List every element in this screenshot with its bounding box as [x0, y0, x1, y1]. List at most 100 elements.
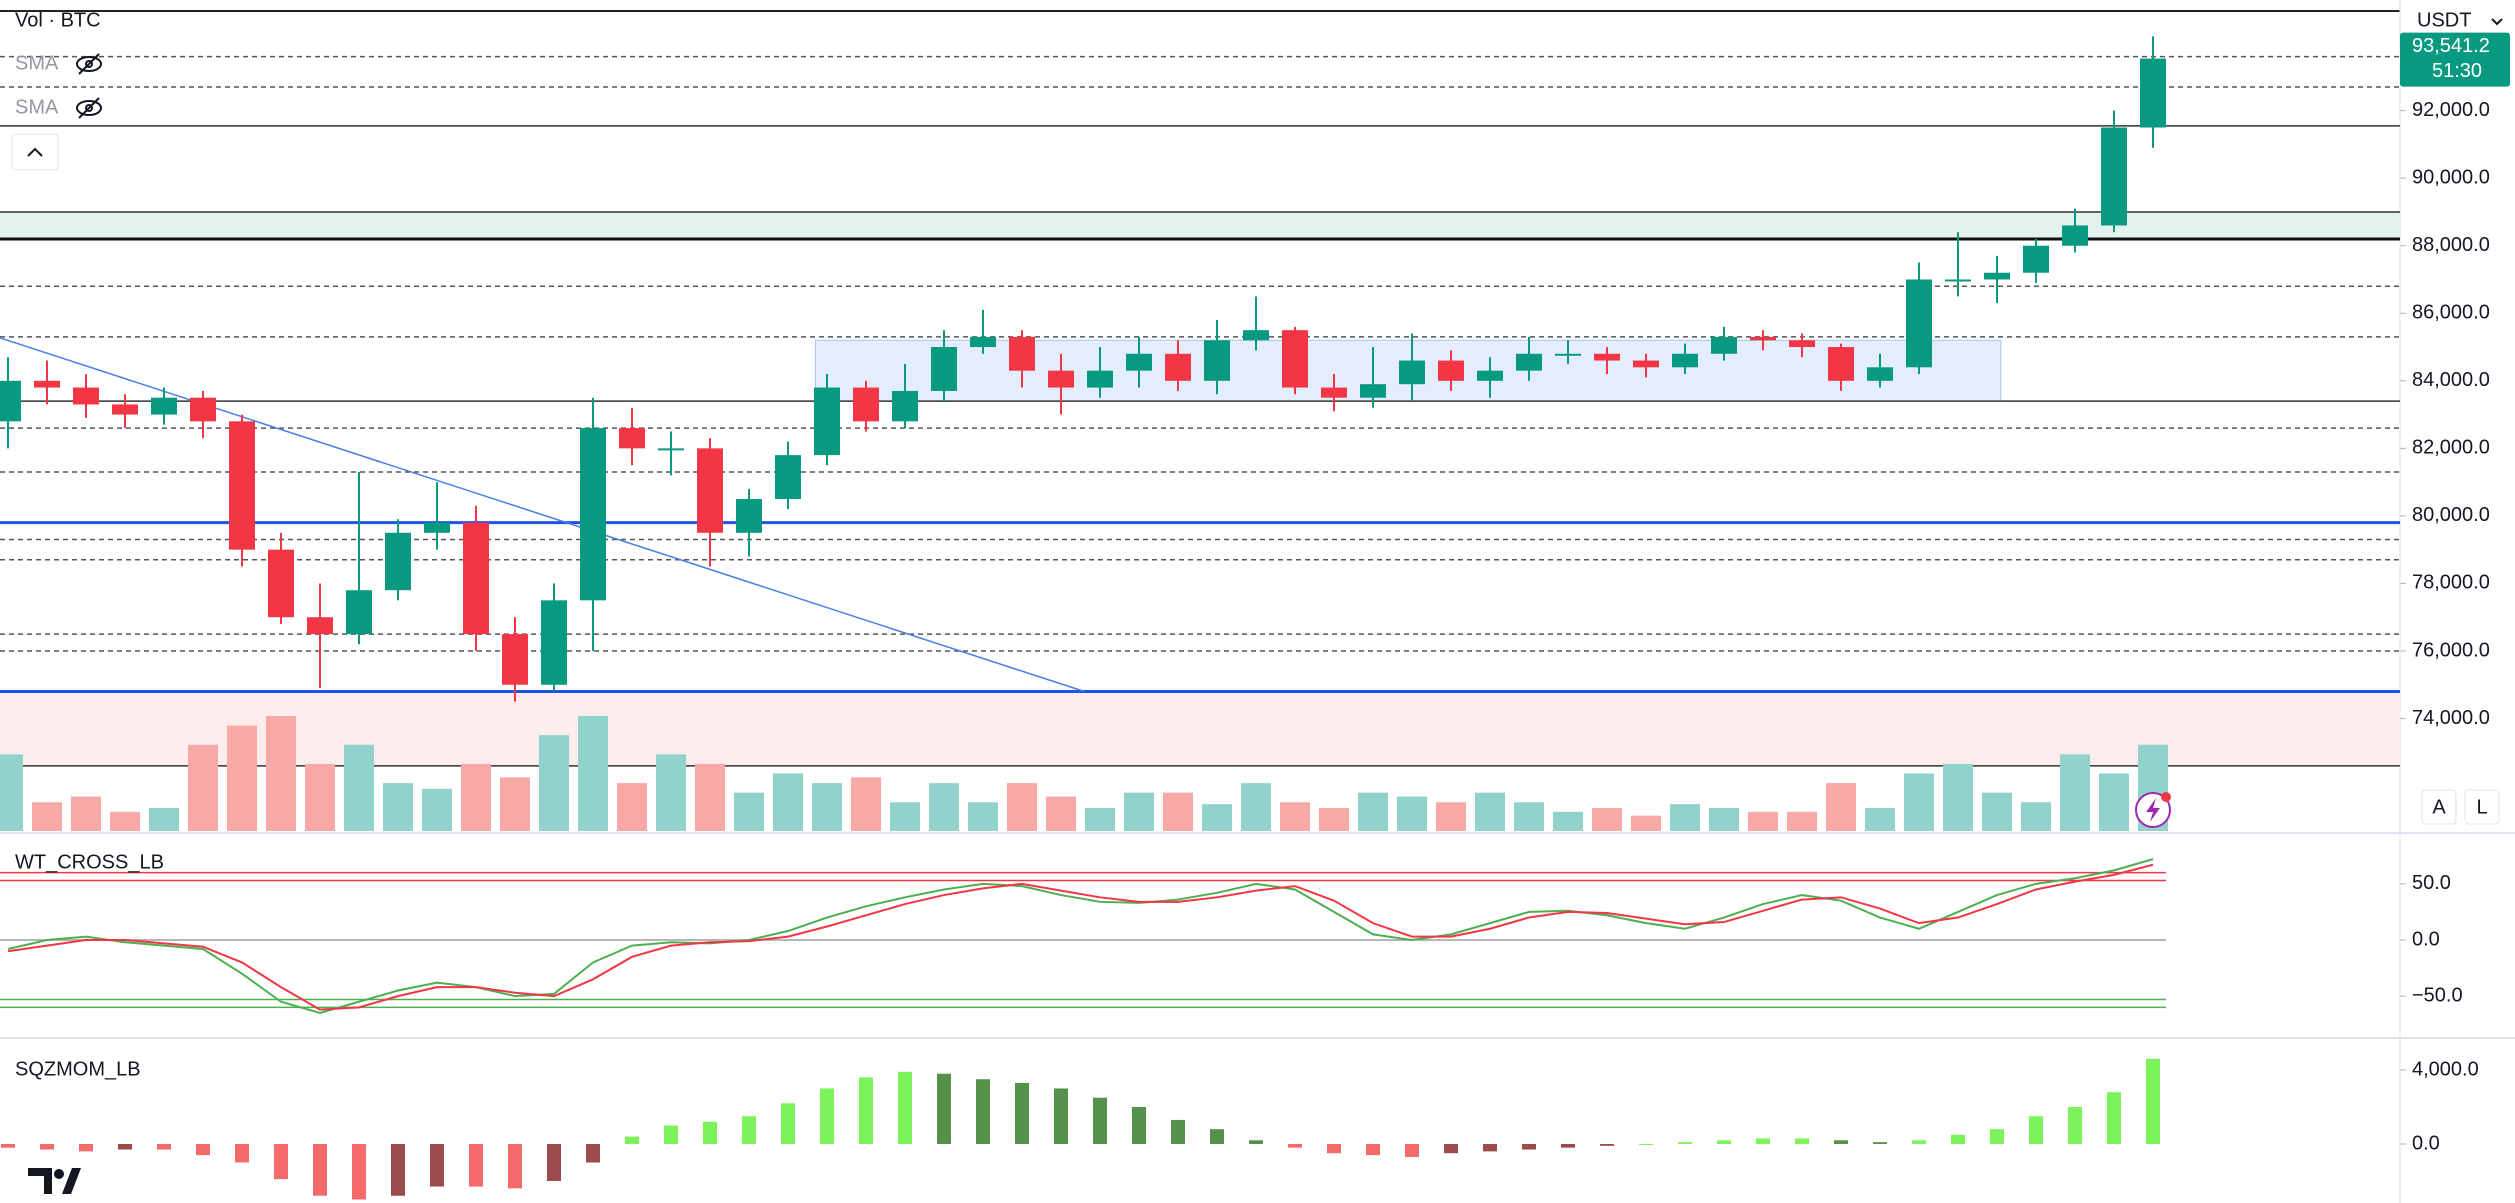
volume-bar [1124, 792, 1154, 831]
momentum-bar [1756, 1138, 1770, 1144]
momentum-bar [1522, 1143, 1536, 1150]
volume-bar [500, 777, 530, 831]
volume-bar [305, 763, 335, 831]
momentum-bar [1912, 1140, 1926, 1144]
momentum-bar [430, 1143, 444, 1187]
momentum-bar [1678, 1142, 1692, 1144]
y-tick-label: −50.0 [2412, 984, 2463, 1006]
trendline [0, 337, 1085, 693]
volume-bar [422, 788, 452, 831]
candle-body [0, 380, 21, 422]
candle-body [229, 421, 255, 550]
candle-body [1906, 279, 1932, 368]
candle-body [2023, 245, 2049, 273]
momentum-bar [547, 1143, 561, 1181]
momentum-bar [118, 1143, 132, 1150]
alert-icon[interactable] [2135, 792, 2171, 828]
candle-body [1165, 353, 1191, 381]
momentum-bar [937, 1073, 951, 1144]
volume-bar [1280, 802, 1310, 831]
currency-label[interactable]: USDT [2417, 9, 2471, 31]
volume-bar [344, 744, 374, 831]
volume-bar [1748, 811, 1778, 831]
momentum-bar [2146, 1058, 2160, 1144]
volume-bar [1553, 811, 1583, 831]
volume-bar [266, 716, 296, 831]
zone [0, 691, 2400, 766]
candle-body [1789, 340, 1815, 348]
momentum-bar [625, 1136, 639, 1144]
currency-chevron[interactable] [2491, 18, 2503, 26]
candle-body [1282, 330, 1308, 388]
volume-bar [1475, 792, 1505, 831]
momentum-bar [391, 1143, 405, 1196]
momentum-bar [820, 1088, 834, 1144]
volume-bar [461, 763, 491, 831]
volume-bar [695, 763, 725, 831]
candle-body [736, 499, 762, 533]
overlay-label[interactable]: SMA [15, 96, 59, 118]
scale-button-label[interactable]: A [2432, 796, 2446, 818]
volume-bar [773, 773, 803, 831]
candle-body [970, 336, 996, 348]
volume-bar [1241, 783, 1271, 831]
volume-bar [1709, 808, 1739, 831]
volume-bar [1982, 792, 2012, 831]
volume-bar [1514, 802, 1544, 831]
last-price-label: 93,541.2 [2412, 35, 2490, 57]
scale-button[interactable] [2464, 789, 2500, 825]
candle-body [1204, 340, 1230, 381]
momentum-bar [157, 1143, 171, 1150]
momentum-bar [508, 1143, 522, 1189]
candle-body [892, 390, 918, 422]
candle-body [1555, 353, 1581, 356]
candle-body [1321, 387, 1347, 398]
candle-body [346, 590, 372, 635]
candle-body [502, 634, 528, 685]
candle-body [1516, 353, 1542, 371]
candle-body [1126, 353, 1152, 371]
momentum-bar [313, 1143, 327, 1196]
y-tick-label: 78,000.0 [2412, 572, 2490, 594]
candle-body [1945, 279, 1971, 282]
momentum-bar [664, 1125, 678, 1144]
candle-body [1243, 330, 1269, 341]
volume-bar [2060, 754, 2090, 831]
volume-bar [812, 783, 842, 831]
countdown: 51:30 [2432, 60, 2482, 82]
candle-body [1048, 370, 1074, 388]
candle-body [658, 448, 684, 451]
scale-button-label[interactable]: L [2476, 796, 2487, 818]
volume-bar [1787, 811, 1817, 831]
momentum-bar [1990, 1129, 2004, 1144]
volume-bar [383, 783, 413, 831]
volume-bar [539, 735, 569, 831]
y-tick-label: 4,000.0 [2412, 1058, 2479, 1080]
volume-bar [1865, 808, 1895, 831]
momentum-bar [1951, 1134, 1965, 1144]
momentum-bar [1483, 1143, 1497, 1152]
momentum-bar [898, 1071, 912, 1144]
candle-body [385, 532, 411, 591]
momentum-bar [352, 1143, 366, 1200]
volume-bar [2099, 773, 2129, 831]
hidden-eye-icon[interactable] [76, 53, 102, 75]
candle-body [1711, 336, 1737, 354]
y-tick-label: 80,000.0 [2412, 504, 2490, 526]
momentum-bar [2029, 1116, 2043, 1144]
volume-bar [1202, 804, 1232, 831]
scale-button[interactable] [2421, 789, 2457, 825]
volume-bar [1319, 808, 1349, 831]
y-tick-label: 50.0 [2412, 872, 2451, 894]
logo[interactable] [28, 1168, 81, 1194]
candle-body [307, 617, 333, 635]
indicator-title: SQZMOM_LB [15, 1058, 141, 1080]
hidden-eye-icon[interactable] [76, 97, 102, 119]
overlay-label[interactable]: SMA [15, 52, 59, 74]
candle-body [2062, 225, 2088, 246]
collapse-button[interactable] [11, 133, 59, 171]
momentum-bar [1132, 1106, 1146, 1144]
candle-body [2140, 58, 2166, 128]
momentum-bar [1210, 1129, 1224, 1144]
momentum-bar [1249, 1140, 1263, 1144]
